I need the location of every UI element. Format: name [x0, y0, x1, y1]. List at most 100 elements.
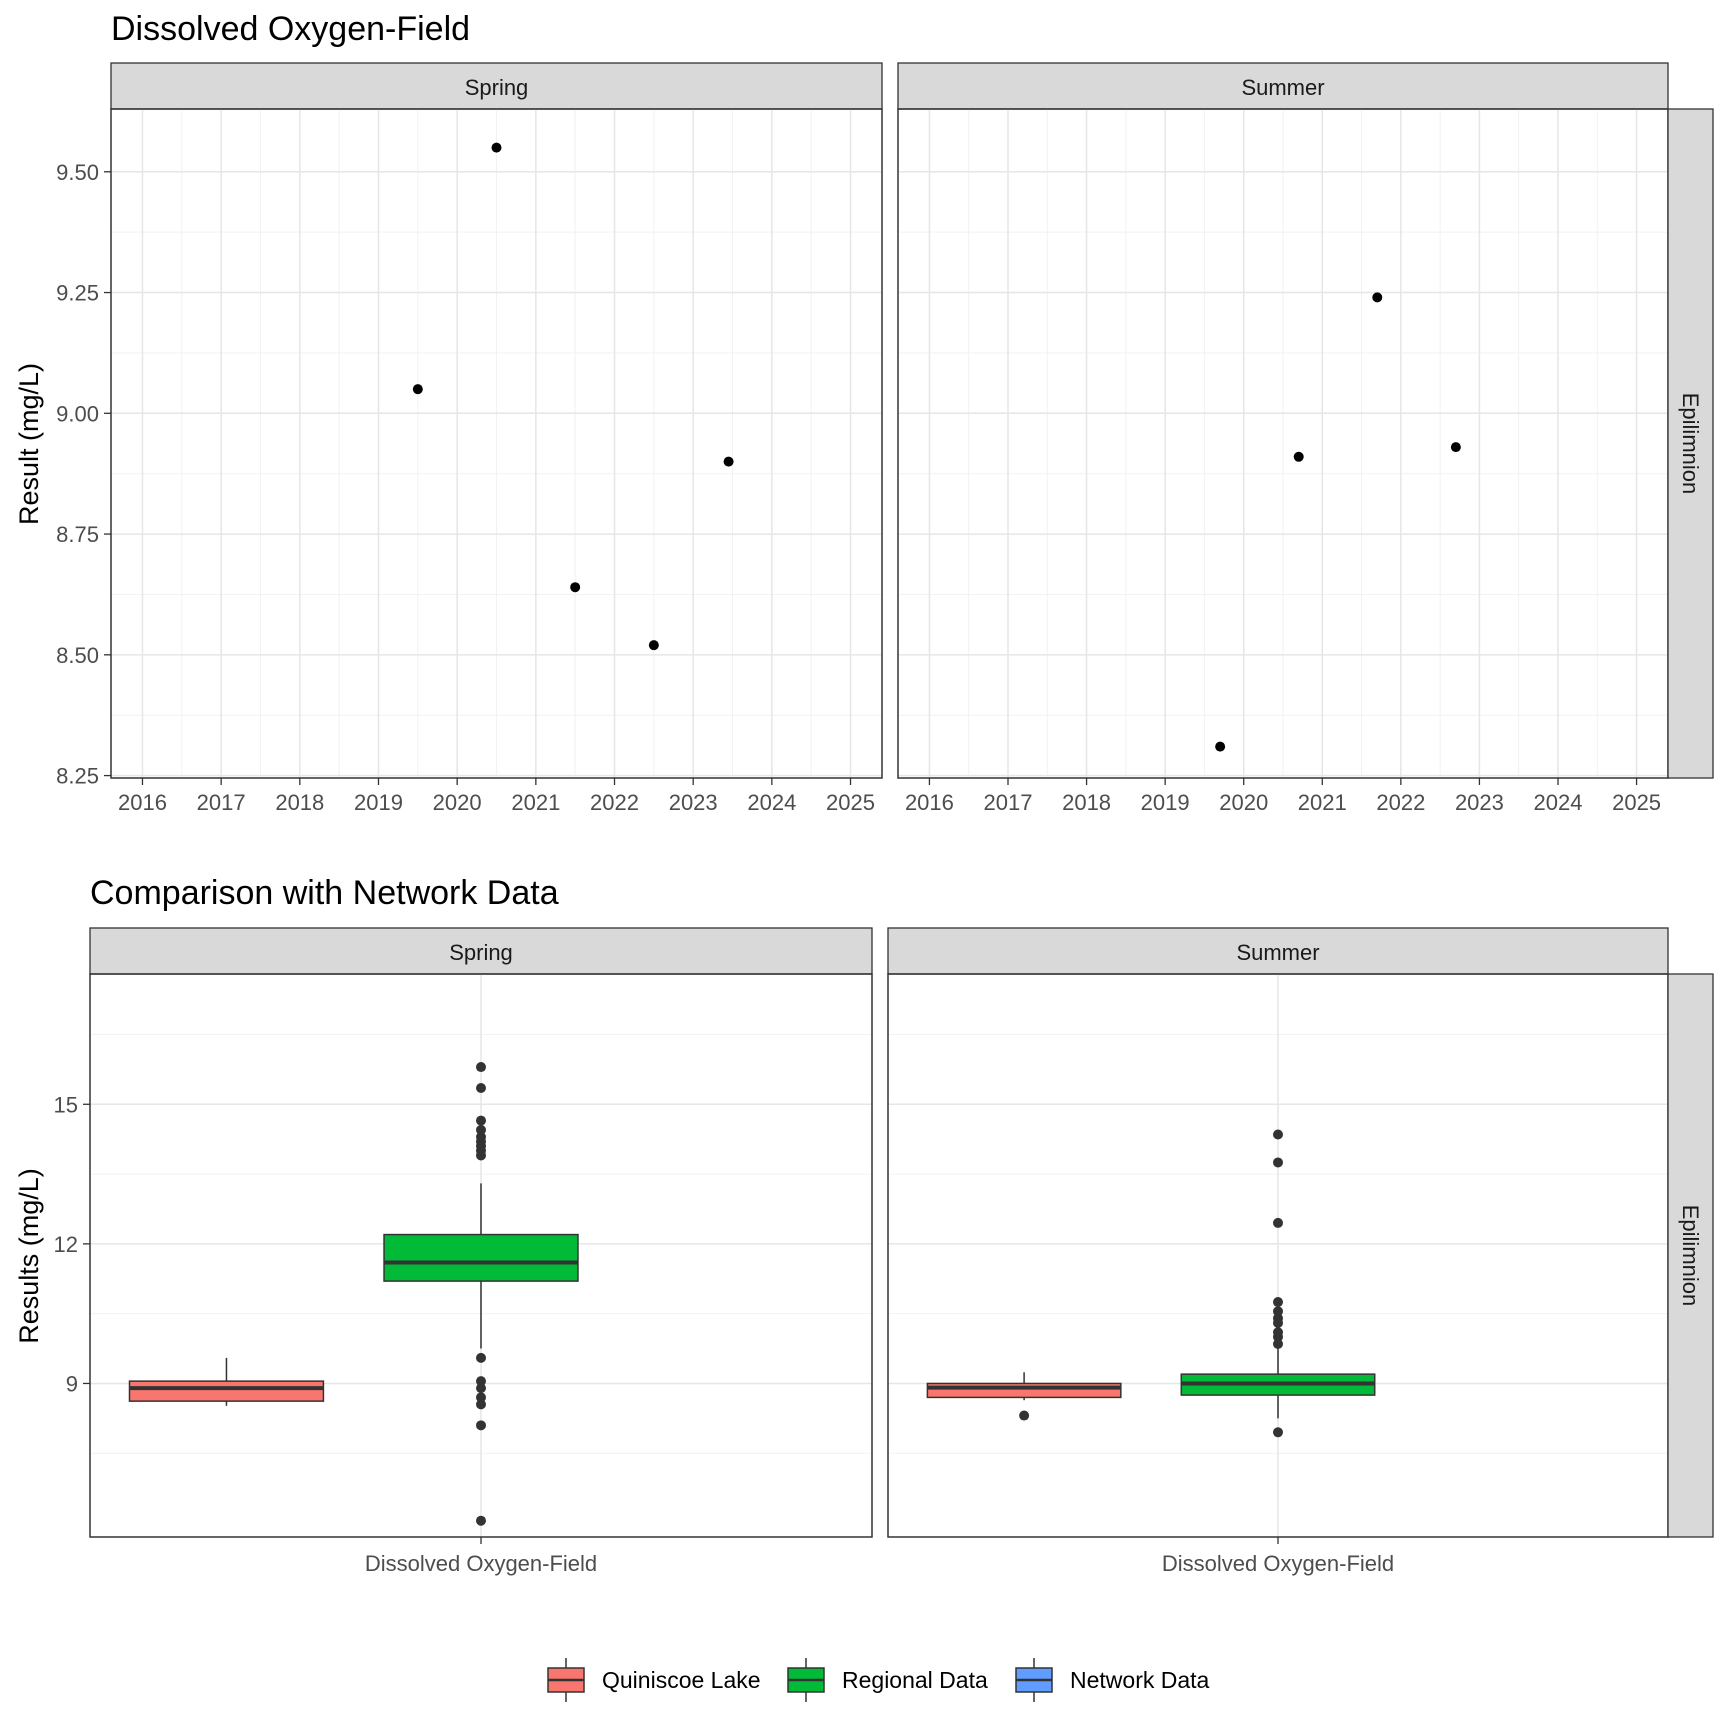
x-tick-label: 2017: [984, 790, 1033, 815]
scatter-chart-title: Dissolved Oxygen-Field: [111, 10, 470, 48]
boxplot-panel: Summer Dissolved Oxygen-Field: [887, 927, 1669, 1576]
legend-item: Regional Data: [787, 1658, 988, 1702]
x-tick-label: 2018: [275, 790, 324, 815]
outlier-point: [1273, 1157, 1283, 1168]
scatter-y-axis-title: Result (mg/L): [14, 363, 44, 525]
x-tick-label: 2020: [1219, 790, 1268, 815]
facet-strip-label: Spring: [465, 75, 529, 100]
outlier-point: [476, 1376, 486, 1387]
outlier-point: [476, 1352, 486, 1363]
outlier-point: [1273, 1129, 1283, 1140]
data-point: [723, 456, 734, 467]
data-point: [1215, 741, 1226, 752]
y-tick-label: 15: [54, 1092, 78, 1117]
boxplot-chart-title: Comparison with Network Data: [90, 874, 559, 912]
x-tick-label: 2023: [669, 790, 718, 815]
outlier-point: [476, 1515, 486, 1526]
x-tick-label: 2024: [747, 790, 796, 815]
scatter-chart: Dissolved Oxygen-Field Result (mg/L) Spr…: [14, 10, 1714, 815]
y-tick-label: 8.50: [56, 643, 99, 668]
boxplot-panels: Spring Dissolved Oxygen-Field 9 12 15 Summer D…: [54, 927, 1714, 1576]
data-point: [1372, 292, 1383, 303]
x-tick-label: 2023: [1455, 790, 1504, 815]
box: [128, 1380, 325, 1402]
box-quiniscoe-lake: [926, 1372, 1122, 1421]
scatter-panel: Spring 2016 2017 2018 2019 2020 2021 2022 2023 20…: [56, 62, 883, 815]
outlier-point: [476, 1062, 486, 1073]
x-tick-label: 2020: [433, 790, 482, 815]
outlier-point: [476, 1115, 486, 1126]
outlier-point: [1273, 1217, 1283, 1228]
row-strip-label: Epilimnion: [1678, 393, 1703, 495]
y-tick-label: 9.00: [56, 401, 99, 426]
data-point: [412, 384, 423, 395]
outlier-point: [1273, 1297, 1283, 1308]
box-regional-data: [383, 1062, 579, 1526]
x-tick-label: 2024: [1534, 790, 1583, 815]
boxplot-panel: Spring Dissolved Oxygen-Field 9 12 15: [54, 927, 873, 1576]
y-tick-label: 8.25: [56, 764, 99, 789]
x-tick-label: 2019: [354, 790, 403, 815]
outlier-point: [476, 1082, 486, 1093]
scatter-panels: Spring 2016 2017 2018 2019 2020 2021 2022 2023 20…: [56, 62, 1714, 815]
x-tick-label: 2018: [1062, 790, 1111, 815]
x-tick-label: 2019: [1141, 790, 1190, 815]
row-strip-label: Epilimnion: [1678, 1205, 1703, 1307]
facet-strip-label: Summer: [1236, 940, 1319, 965]
row-strip: [1667, 973, 1714, 1538]
outlier-point: [1273, 1338, 1283, 1349]
legend-label: Quiniscoe Lake: [602, 1667, 761, 1693]
x-tick-label: 2021: [511, 790, 560, 815]
y-tick-label: 12: [54, 1232, 78, 1257]
legend: Quiniscoe Lake Regional Data Network Data: [547, 1658, 1210, 1702]
y-tick-label: 9.25: [56, 281, 99, 306]
data-point: [570, 582, 581, 593]
outlier-point: [476, 1392, 486, 1403]
outlier-point: [476, 1124, 486, 1135]
x-tick-label: Dissolved Oxygen-Field: [1162, 1551, 1394, 1576]
box-regional-data: [1180, 1129, 1376, 1438]
outlier-point: [1019, 1410, 1030, 1421]
x-tick-label: 2025: [1612, 790, 1661, 815]
x-tick-label: 2022: [1376, 790, 1425, 815]
scatter-panel: Summer 2016 2017 2018 2019 2020 2021 2022 2023 20…: [897, 62, 1669, 815]
legend-item: Network Data: [1015, 1658, 1210, 1702]
facet-strip: [887, 927, 1669, 975]
data-point: [648, 640, 659, 651]
outlier-point: [1273, 1306, 1283, 1317]
legend-label: Regional Data: [842, 1667, 988, 1693]
legend-label: Network Data: [1070, 1667, 1210, 1693]
data-point: [491, 142, 502, 153]
legend-item: Quiniscoe Lake: [547, 1658, 761, 1702]
boxplot-chart: Comparison with Network Data Results (mg…: [14, 874, 1714, 1576]
x-tick-label: 2016: [118, 790, 167, 815]
outlier-point: [476, 1131, 486, 1142]
outlier-point: [476, 1420, 486, 1431]
box-quiniscoe-lake: [128, 1357, 325, 1406]
outlier-point: [1273, 1313, 1283, 1324]
x-tick-label: Dissolved Oxygen-Field: [365, 1551, 597, 1576]
facet-strip: [110, 62, 883, 110]
x-tick-label: 2022: [590, 790, 639, 815]
box: [383, 1233, 579, 1282]
row-strip: [1667, 108, 1714, 779]
data-point: [1293, 451, 1304, 462]
data-point: [1450, 442, 1461, 453]
x-tick-label: 2017: [197, 790, 246, 815]
boxplot-y-axis-title: Results (mg/L): [14, 1168, 44, 1344]
y-tick-label: 9: [66, 1371, 78, 1396]
y-tick-label: 9.50: [56, 160, 99, 185]
panel-border: [110, 108, 883, 779]
y-tick-label: 8.75: [56, 522, 99, 547]
outlier-point: [476, 1383, 486, 1394]
outlier-point: [476, 1399, 486, 1410]
facet-strip-label: Spring: [449, 940, 513, 965]
facet-strip: [897, 62, 1669, 110]
outlier-point: [1273, 1327, 1283, 1338]
box: [926, 1382, 1122, 1399]
facet-strip: [89, 927, 873, 975]
x-tick-label: 2021: [1298, 790, 1347, 815]
x-tick-label: 2016: [905, 790, 954, 815]
outlier-point: [1273, 1427, 1283, 1438]
